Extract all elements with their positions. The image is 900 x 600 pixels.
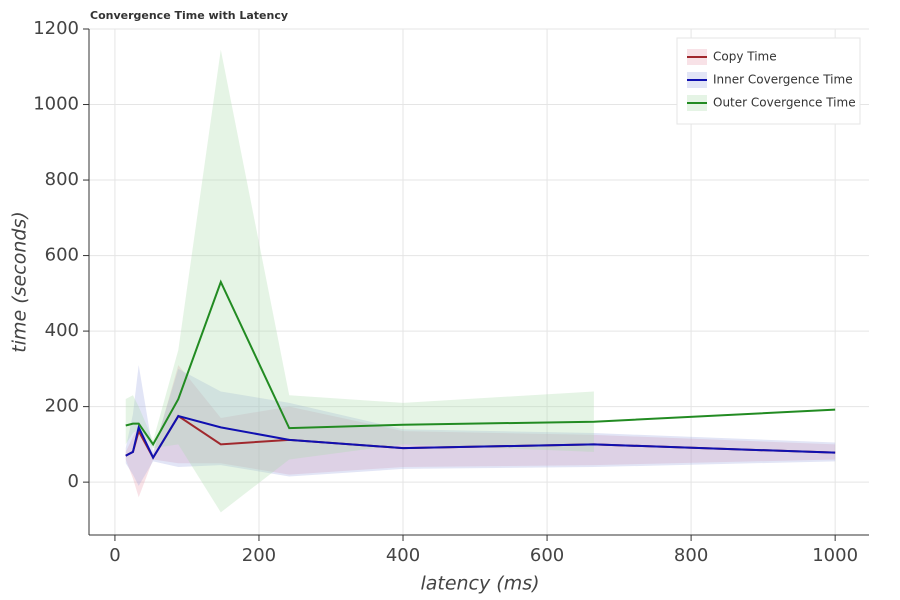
x-tick-label: 800 <box>674 545 708 566</box>
y-tick-label: 200 <box>45 396 79 417</box>
y-tick-label: 600 <box>45 245 79 266</box>
y-tick-label: 400 <box>45 320 79 341</box>
x-tick-label: 1000 <box>812 545 858 566</box>
y-tick-label: 1200 <box>33 18 79 39</box>
line <box>125 279 836 447</box>
legend-label: Inner Covergence Time <box>713 73 853 87</box>
x-tick-label: 200 <box>242 545 276 566</box>
x-axis-title: latency (ms) <box>420 573 539 595</box>
x-tick-label: 400 <box>386 545 420 566</box>
error-band <box>125 365 836 486</box>
y-tick-label: 800 <box>45 169 79 190</box>
y-tick-label: 0 <box>68 471 79 492</box>
line <box>125 414 836 460</box>
x-tick-label: 0 <box>109 545 120 566</box>
legend-label: Outer Covergence Time <box>713 96 856 110</box>
error-band <box>125 365 836 498</box>
y-tick-label: 1000 <box>33 94 79 115</box>
legend-label: Copy Time <box>713 50 777 64</box>
chart-title: Convergence Time with Latency <box>90 9 288 22</box>
legend-box <box>676 37 861 125</box>
error-band <box>125 49 594 513</box>
x-tick-label: 600 <box>530 545 564 566</box>
y-axis-title: time (seconds) <box>9 211 31 352</box>
